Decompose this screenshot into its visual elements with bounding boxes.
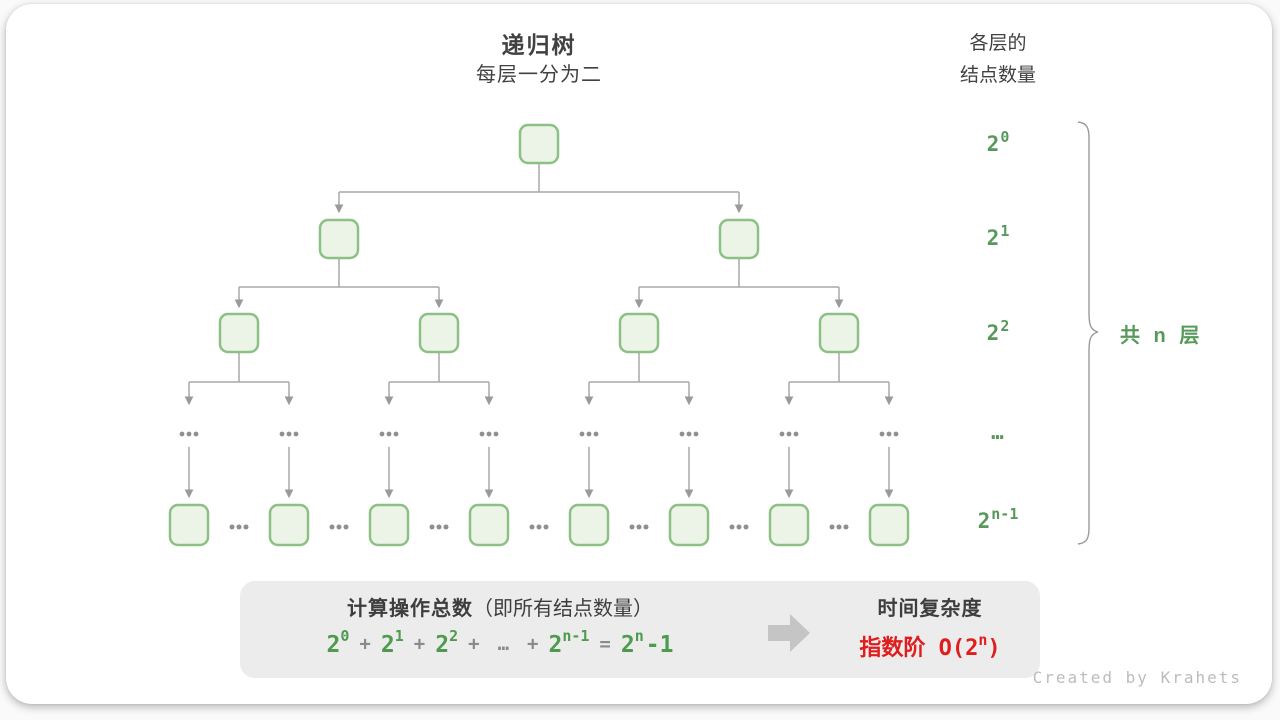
level-count-label-ellipsis: … [991,420,1004,444]
tree-node [818,312,860,354]
tree-node [418,312,460,354]
level-count-label-1: 21 [986,222,1010,250]
tree-connectors [189,163,889,383]
brace-n-levels [1077,121,1099,545]
tree-node [568,503,610,547]
operation-count-title: 计算操作总数（即所有结点数量） [347,598,653,620]
ellipsis-row-level4 [179,431,899,437]
formula-term: 2n-1 [548,627,590,658]
complexity-block: 时间复杂度 指数阶 O(2n) [830,592,1030,662]
tree-node [868,503,910,547]
formula-term: 20 [326,627,350,658]
tree-node [768,503,810,547]
tree-node [518,123,560,165]
credit-text: Created by Krahets [1032,668,1242,687]
formula-ellipsis: … [497,632,510,655]
formula-equals: = [599,632,611,655]
formula-operator: + [413,632,426,655]
brace-label: 共 n 层 [1120,325,1204,347]
tree-node [218,312,260,354]
right-header-line2: 结点数量 [959,65,1036,86]
formula-operator: + [527,632,539,655]
tree-node [668,503,710,547]
summary-box: 计算操作总数（即所有结点数量） 20 +21 +22 + … +2n-1 = 2n-1 时间复… [240,581,1040,678]
complexity-title: 时间复杂度 [877,598,983,620]
tree-node [718,218,760,260]
operation-count-block: 计算操作总数（即所有结点数量） 20 +21 +22 + … +2n-1 = 2n-1 [250,592,750,658]
formula-operator: + [468,632,480,655]
formula-operator: + [359,632,371,655]
complexity-value: 指数阶 O(2n) [859,630,1001,661]
formula-term: 2n [620,627,644,658]
level-count-label-n-1: 2n-1 [977,505,1019,533]
tree-node [468,503,510,547]
tree-node [268,503,310,547]
diagram-title: 递归树 [501,32,577,58]
right-header-line1: 各层的 [969,33,1027,54]
tree-node [368,503,410,547]
formula-term: 21 [380,627,404,658]
tree-node [618,312,660,354]
formula-term: -1 [645,631,674,658]
diagram-subtitle: 每层一分为二 [476,64,602,86]
level-count-label-0: 20 [986,128,1010,156]
level-count-label-2: 22 [986,317,1010,345]
ellipsis-row-bottom [229,524,849,530]
tree-node [168,503,210,547]
series-formula: 20 +21 +22 + … +2n-1 = 2n-1 [250,627,750,658]
diagram-card: 递归树 每层一分为二 各层的 结点数量 20 21 22 … 2n-1 共 n … [6,4,1272,704]
tree-node [318,218,360,260]
formula-term: 22 [435,627,459,658]
right-arrow-icon [768,614,810,652]
